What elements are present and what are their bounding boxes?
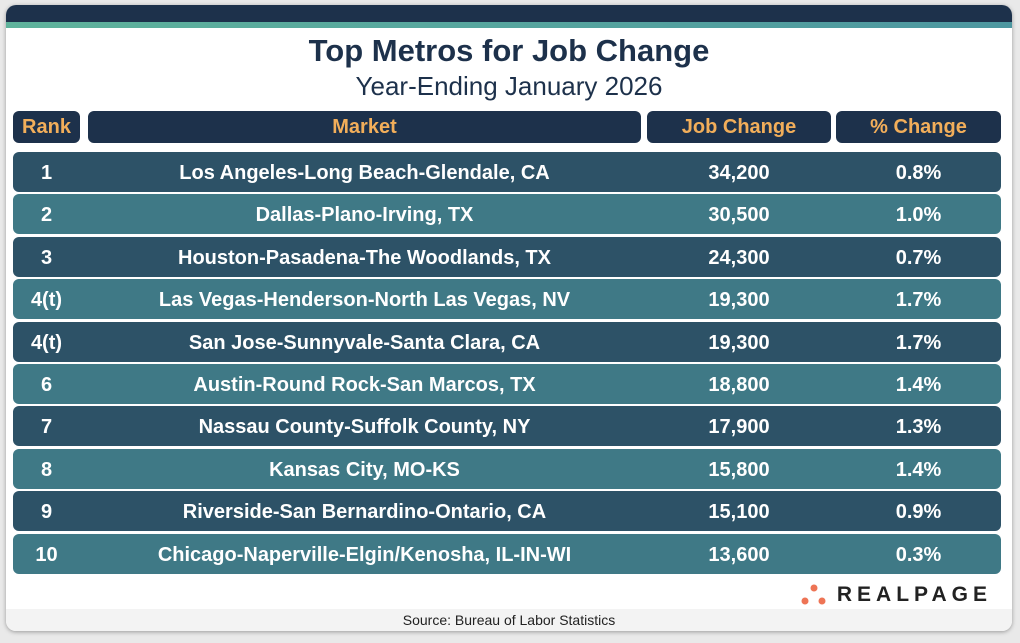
pct-change-cell: 1.7%: [895, 289, 942, 312]
top-bar: [6, 5, 1012, 22]
pct-change-cell: 0.8%: [895, 162, 942, 184]
realpage-logo: REALPAGE: [801, 583, 992, 607]
job-change-cell: 15,800: [708, 458, 770, 481]
pct-change-cell: 0.7%: [895, 246, 942, 269]
job-change-cell: 19,300: [708, 331, 770, 354]
pct-change-cell: 1.4%: [895, 458, 942, 481]
logo-dots-icon: [801, 584, 826, 605]
table-row: 7 Nassau County-Suffolk County, NY 17,900 1…: [13, 406, 1001, 447]
column-header-market: Market: [88, 111, 641, 143]
market-cell: Dallas-Plano-Irving, TX: [255, 204, 474, 227]
rank-cell: 8: [40, 458, 53, 481]
table-row: 10 Chicago-Naperville-Elgin/Kenosha, IL-I…: [13, 533, 1001, 574]
column-header-job-change: Job Change: [647, 111, 831, 143]
logo-text: REALPAGE: [836, 583, 992, 606]
market-cell: Chicago-Naperville-Elgin/Kenosha, IL-IN-…: [157, 543, 572, 566]
rank-cell: 10: [35, 543, 58, 566]
chart-title: Top Metros for Job Change: [308, 33, 710, 68]
market-cell: Riverside-San Bernardino-Ontario, CA: [182, 501, 547, 524]
table-row: 6 Austin-Round Rock-San Marcos, TX 18,800 1…: [13, 364, 1001, 404]
pct-change-cell: 1.4%: [895, 374, 942, 396]
infographic-card: Top Metros for Job Change Year-Ending Ja…: [6, 5, 1012, 631]
rank-cell: 1: [40, 162, 53, 184]
table-row: 8 Kansas City, MO-KS 15,800 1.4%: [13, 448, 1001, 489]
market-cell: San Jose-Sunnyvale-Santa Clara, CA: [188, 331, 541, 354]
job-change-cell: 17,900: [708, 416, 770, 439]
pct-change-cell: 0.9%: [895, 501, 942, 524]
rank-cell: 3: [40, 246, 53, 269]
market-cell: Kansas City, MO-KS: [269, 458, 460, 481]
rank-cell: 4(t): [30, 289, 63, 312]
rank-cell: 9: [40, 501, 53, 524]
job-change-cell: 18,800: [708, 374, 770, 396]
market-cell: Austin-Round Rock-San Marcos, TX: [193, 374, 536, 396]
job-change-cell: 34,200: [708, 162, 770, 184]
source-footer: Source: Bureau of Labor Statistics: [6, 609, 1012, 631]
job-change-cell: 15,100: [708, 501, 770, 524]
table-row: 3 Houston-Pasadena-The Woodlands, TX 24,30…: [13, 236, 1001, 277]
job-change-cell: 19,300: [708, 289, 770, 312]
rank-cell: 4(t): [30, 331, 63, 354]
job-change-cell: 30,500: [708, 204, 770, 227]
rank-cell: 7: [40, 416, 53, 439]
table-row: 1 Los Angeles-Long Beach-Glendale, CA 34,2…: [13, 152, 1001, 192]
market-cell: Los Angeles-Long Beach-Glendale, CA: [179, 162, 550, 184]
pct-change-cell: 0.3%: [895, 543, 942, 566]
job-change-cell: 13,600: [708, 543, 770, 566]
pct-change-cell: 1.3%: [895, 416, 942, 439]
column-header-rank: Rank: [13, 111, 80, 143]
market-cell: Las Vegas-Henderson-North Las Vegas, NV: [158, 289, 571, 312]
market-cell: Nassau County-Suffolk County, NY: [198, 416, 531, 439]
pct-change-cell: 1.7%: [895, 331, 942, 354]
table-row: 9 Riverside-San Bernardino-Ontario, CA 15,…: [13, 491, 1001, 532]
column-header-pct-change: % Change: [836, 111, 1001, 143]
table-row: 4(t) Las Vegas-Henderson-North Las Vegas,…: [13, 279, 1001, 320]
market-cell: Houston-Pasadena-The Woodlands, TX: [178, 246, 551, 269]
chart-subtitle: Year-Ending January 2026: [355, 71, 663, 101]
rank-cell: 6: [40, 374, 53, 396]
rank-cell: 2: [40, 204, 53, 227]
accent-stripe: [6, 22, 1012, 28]
pct-change-cell: 1.0%: [895, 204, 942, 227]
table-row: 2 Dallas-Plano-Irving, TX 30,500 1.0%: [13, 194, 1001, 235]
table-row: 4(t) San Jose-Sunnyvale-Santa Clara, CA 19…: [13, 321, 1001, 362]
job-change-cell: 24,300: [708, 246, 770, 269]
